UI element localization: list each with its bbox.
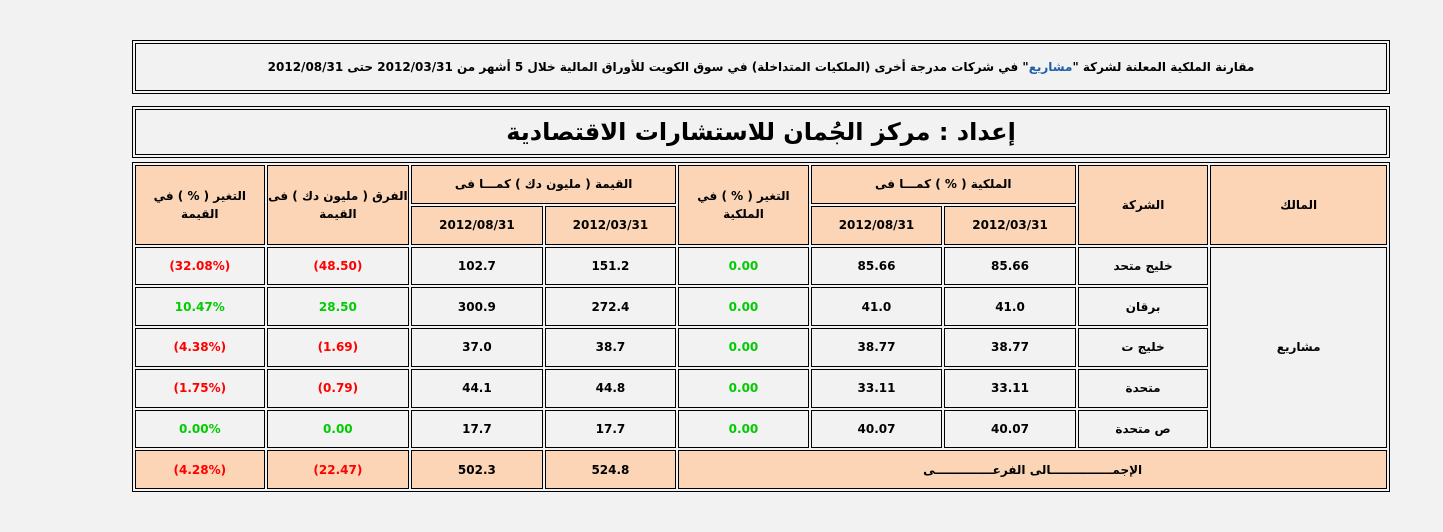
prepared-by-box: إعداد : مركز الجُمان للاستشارات الاقتصاد…: [132, 106, 1390, 158]
value-date1-cell: 38.7: [544, 328, 677, 367]
header-row-2: 2012/03/31 2012/08/31 2012/03/31 2012/08…: [135, 205, 1387, 245]
ownership-date2-cell: 33.11: [810, 368, 943, 408]
table-row: ص متحدة 40.07 40.07 0.00 17.7 17.7 0.00 …: [135, 409, 1387, 449]
value-diff-cell: (1.69): [266, 328, 410, 367]
ownership-date2-cell: 38.77: [810, 328, 943, 367]
header-row-1: المالك الشركة الملكية ( % ) كمـــا فى ال…: [135, 165, 1387, 245]
value-date1-cell: 17.7: [544, 409, 677, 449]
subtotal-row: الإجمـــــــــــــــالى الفرعـــــــــــ…: [135, 450, 1387, 489]
ownership-table: المالك الشركة الملكية ( % ) كمـــا فى ال…: [132, 162, 1390, 492]
company-cell: ص متحدة: [1077, 409, 1209, 449]
value-date2-cell: 17.7: [411, 409, 543, 449]
value-change-cell: 0.00%: [135, 409, 265, 449]
table-row: متحدة 33.11 33.11 0.00 44.8 44.1 (0.79) …: [135, 368, 1387, 408]
table-row: مشاريع خليج متحد 85.66 85.66 0.00 151.2 …: [135, 246, 1387, 449]
ownership-date2-cell: 41.0: [810, 287, 943, 326]
value-change-cell: (1.75%): [135, 368, 265, 408]
table-row: خليج ت 38.77 38.77 0.00 38.7 37.0 (1.69)…: [135, 328, 1387, 367]
ownership-group-header: الملكية ( % ) كمـــا فى: [810, 165, 1076, 204]
ownership-change-header: التغير ( % ) في الملكية: [678, 165, 809, 245]
ownership-change-cell: 0.00: [678, 328, 809, 367]
value-group-header: القيمة ( مليون دك ) كمـــا فى: [411, 165, 677, 204]
value-diff-header: الفرق ( مليون دك ) فى القيمة: [266, 165, 410, 245]
value-date1-header: 2012/03/31: [544, 205, 677, 245]
owner-header: المالك: [1210, 165, 1387, 245]
value-diff-cell: (48.50): [266, 246, 410, 286]
ownership-change-cell: 0.00: [678, 246, 809, 286]
value-date1-cell: 272.4: [544, 287, 677, 326]
ownership-change-cell: 0.00: [678, 368, 809, 408]
title-part-1: مقارنة الملكية المعلنة لشركة ": [1072, 60, 1255, 74]
ownership-date1-cell: 33.11: [944, 368, 1076, 408]
ownership-date1-header: 2012/03/31: [944, 205, 1076, 245]
prepared-by: إعداد : مركز الجُمان للاستشارات الاقتصاد…: [135, 109, 1387, 155]
title-part-2: " في شركات مدرجة أخرى (الملكيات المتداخل…: [267, 60, 1029, 74]
value-change-cell: (4.38%): [135, 328, 265, 367]
subtotal-value-change: (4.28%): [135, 450, 265, 489]
ownership-date1-cell: 38.77: [944, 328, 1076, 367]
value-date2-cell: 300.9: [411, 287, 543, 326]
value-diff-cell: (0.79): [266, 368, 410, 408]
title-company-name: مشاريع: [1028, 60, 1073, 74]
value-diff-cell: 0.00: [266, 409, 410, 449]
owner-cell: مشاريع: [1210, 246, 1387, 449]
subtotal-value-diff: (22.47): [266, 450, 410, 489]
value-date1-cell: 44.8: [544, 368, 677, 408]
ownership-date2-header: 2012/08/31: [810, 205, 943, 245]
report-title: مقارنة الملكية المعلنة لشركة " مشاريع " …: [135, 43, 1387, 91]
ownership-change-cell: 0.00: [678, 287, 809, 326]
value-date2-cell: 102.7: [411, 246, 543, 286]
report-title-box: مقارنة الملكية المعلنة لشركة " مشاريع " …: [132, 40, 1390, 94]
company-cell: متحدة: [1077, 368, 1209, 408]
ownership-date1-cell: 41.0: [944, 287, 1076, 326]
company-cell: خليج ت: [1077, 328, 1209, 367]
subtotal-value-date2: 502.3: [411, 450, 543, 489]
ownership-date2-cell: 40.07: [810, 409, 943, 449]
value-change-cell: 10.47%: [135, 287, 265, 326]
ownership-change-cell: 0.00: [678, 409, 809, 449]
company-cell: برقان: [1077, 287, 1209, 326]
company-cell: خليج متحد: [1077, 246, 1209, 286]
value-change-header: التغير ( % ) في القيمة: [135, 165, 265, 245]
ownership-date2-cell: 85.66: [810, 246, 943, 286]
value-date2-cell: 44.1: [411, 368, 543, 408]
value-diff-cell: 28.50: [266, 287, 410, 326]
value-date2-cell: 37.0: [411, 328, 543, 367]
ownership-date1-cell: 40.07: [944, 409, 1076, 449]
subtotal-value-date1: 524.8: [544, 450, 677, 489]
subtotal-label: الإجمـــــــــــــــالى الفرعـــــــــــ…: [678, 450, 1387, 489]
value-date2-header: 2012/08/31: [411, 205, 543, 245]
ownership-date1-cell: 85.66: [944, 246, 1076, 286]
company-header: الشركة: [1077, 165, 1209, 245]
table-row: برقان 41.0 41.0 0.00 272.4 300.9 28.50 1…: [135, 287, 1387, 326]
value-change-cell: (32.08%): [135, 246, 265, 286]
value-date1-cell: 151.2: [544, 246, 677, 286]
